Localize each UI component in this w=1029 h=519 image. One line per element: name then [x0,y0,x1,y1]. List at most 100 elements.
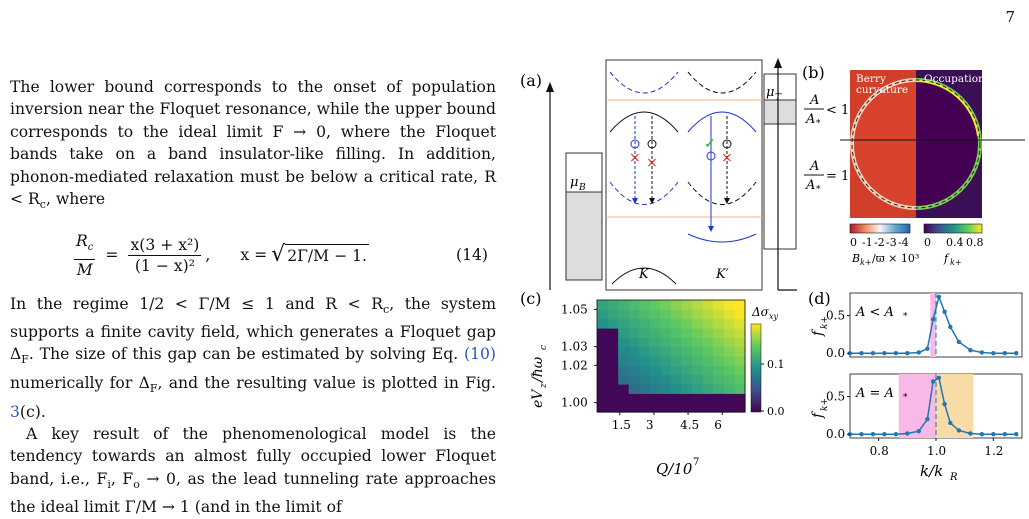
svg-text:0.0: 0.0 [767,405,785,418]
c-xtick: 4.5 [680,418,699,432]
cb-left-tick: -4 [898,236,909,249]
panel-a-label: (a) [520,71,542,90]
heatmap-cell [628,300,640,310]
heatmap-cell [702,393,714,404]
heatmap-cell [660,356,672,366]
heatmap-cell [660,328,672,338]
heatmap-cell [597,393,609,404]
d-ytick: 0.0 [826,346,845,360]
heatmap-cell [607,402,619,413]
panel-a-diagram: (a) μ B × × ✓ × K K′ μ T [520,58,797,291]
heatmap-cell [671,318,683,329]
data-point [956,428,962,433]
heatmap-cell [671,300,683,310]
heatmap-cell [671,374,683,385]
cb-right-tick: 0.8 [966,236,984,249]
heatmap-cell [734,365,746,376]
data-point [1002,432,1007,437]
heatmap-cells [597,300,746,413]
heatmap-cell [723,374,736,385]
data-point [968,348,973,353]
heatmap-cell [692,309,704,320]
data-point [882,351,887,356]
heatmap-cell [607,365,619,376]
heatmap-cell [713,337,725,348]
heatmap-cell [649,356,662,366]
svg-text:A = A: A = A [855,386,894,401]
eq-ref-link[interactable]: (10) [463,345,496,364]
heatmap-cell [639,337,651,348]
heatmap-cell [618,384,630,394]
heatmap-cell [692,384,704,394]
heatmap-cell [649,374,662,385]
heatmap-cell [723,393,736,404]
heatmap-cell [692,328,704,338]
heatmap-cell [681,309,693,320]
heatmap-cell [713,393,725,404]
heatmap-cell [692,337,704,348]
data-point [930,317,936,322]
heatmap-cell [628,346,640,357]
heatmap-cell [713,328,725,338]
cb-right-tick: 0.4 [946,236,964,249]
paragraph-3: A key result of the phenomenological mod… [10,424,496,517]
heatmap-cell [597,384,609,394]
heatmap-cell [649,328,662,338]
heatmap-cell [681,337,693,348]
heatmap-cell [660,393,672,404]
heatmap-cell [713,374,725,385]
data-point [948,420,953,426]
heatmap-cell [671,337,683,348]
heatmap-cell [660,374,672,385]
fig-ref-link[interactable]: 3 [10,402,20,421]
heatmap-cell [628,393,640,404]
data-point [905,431,910,436]
heatmap-cell [713,365,725,376]
svg-text:/ħω: /ħω [530,356,546,384]
svg-text:Δσ: Δσ [751,305,770,319]
data-point [893,351,899,356]
svg-text:B: B [851,252,860,265]
heatmap-cell [734,384,746,394]
d-xtick: 1.0 [927,444,946,458]
heatmap-cell [607,346,619,357]
data-point [893,432,899,437]
svg-text:k+: k+ [860,258,872,267]
panel-b-label: (b) [802,63,825,82]
svg-text:B: B [578,183,586,193]
heatmap-cell [681,318,693,329]
svg-text:R: R [949,472,958,483]
heatmap-cell [692,402,704,413]
data-point [925,416,930,422]
text-column: The lower bound corresponds to the onset… [10,76,496,519]
heatmap-cell [639,393,651,404]
heatmap-cell [639,346,651,357]
svg-text:k+: k+ [820,398,830,411]
heatmap-cell [692,393,704,404]
heatmap-cell [618,402,630,413]
paragraph-2: In the regime 1/2 < Γ/M ≤ 1 and R < Rc, … [10,294,496,421]
heatmap-cell [597,337,609,348]
svg-text:< 1: < 1 [826,103,849,118]
data-point [942,401,947,407]
svg-text:xy: xy [769,312,779,321]
heatmap-cell [660,309,672,320]
heatmap-cell [671,356,683,366]
svg-text:A: A [805,112,815,127]
svg-text:μ: μ [570,175,578,190]
heatmap-cell [702,346,714,357]
data-point [905,351,910,356]
heatmap-cell [660,346,672,357]
heatmap-cell [618,328,630,338]
heatmap-cell [649,365,662,376]
data-point [925,346,930,351]
cb-left-tick: -2 [874,236,885,249]
heatmap-cell [671,393,683,404]
heatmap-cell [671,402,683,413]
heatmap-cell [628,365,640,376]
heatmap-cell [618,374,630,385]
heatmap-cell [607,356,619,366]
svg-text:/ϖ × 10³: /ϖ × 10³ [872,252,919,265]
heatmap-cell [649,337,662,348]
d-ytick: 0.0 [826,427,845,441]
